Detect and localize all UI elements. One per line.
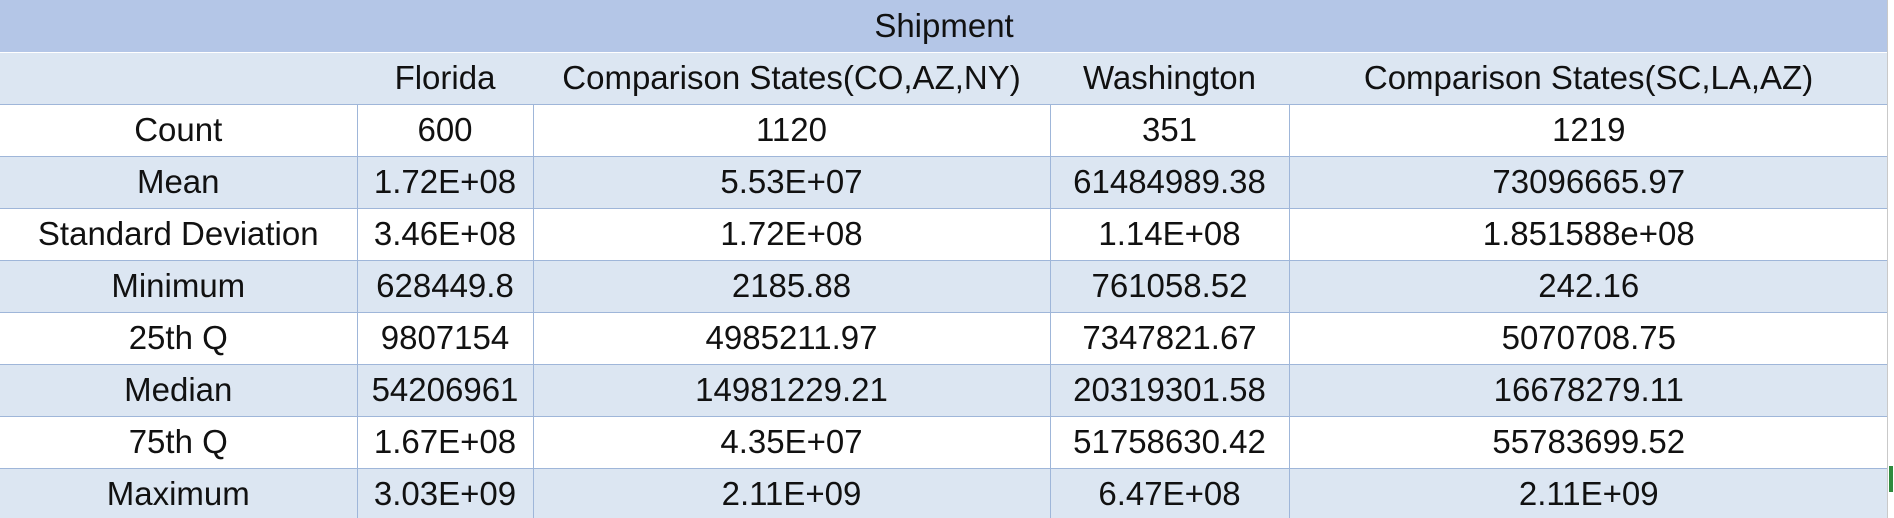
row-label-cell[interactable]: Maximum: [0, 467, 357, 518]
table-row: Mean 1.72E+08 5.53E+07 61484989.38 73096665.…: [0, 155, 1889, 209]
value-cell[interactable]: 73096665.97: [1288, 155, 1889, 209]
table-row: 75th Q 1.67E+08 4.35E+07 51758630.42 5578369…: [0, 415, 1889, 469]
value-cell[interactable]: 351: [1049, 103, 1289, 157]
row-label-cell[interactable]: Minimum: [0, 259, 357, 313]
value-cell[interactable]: 1.72E+08: [356, 155, 533, 209]
table-row: Count 600 1120 351 1219: [0, 103, 1889, 157]
value-cell[interactable]: 61484989.38: [1049, 155, 1289, 209]
scroll-marker: [1889, 466, 1893, 492]
value-cell[interactable]: 242.16: [1288, 259, 1889, 313]
value-cell[interactable]: 2.11E+09: [1288, 467, 1889, 518]
column-header[interactable]: Comparison States(SC,LA,AZ): [1289, 52, 1889, 105]
row-label-cell[interactable]: Standard Deviation: [0, 207, 357, 261]
table-row: Median 54206961 14981229.21 20319301.58 1667…: [0, 363, 1889, 417]
value-cell[interactable]: 55783699.52: [1288, 415, 1889, 469]
row-label-cell[interactable]: Median: [0, 363, 357, 417]
value-cell[interactable]: 5.53E+07: [532, 155, 1050, 209]
value-cell[interactable]: 2185.88: [532, 259, 1050, 313]
column-header[interactable]: [0, 52, 357, 105]
column-header[interactable]: Comparison States(CO,AZ,NY): [533, 52, 1050, 105]
value-cell[interactable]: 600: [356, 103, 533, 157]
value-cell[interactable]: 16678279.11: [1288, 363, 1889, 417]
value-cell[interactable]: 5070708.75: [1288, 311, 1889, 365]
value-cell[interactable]: 14981229.21: [532, 363, 1050, 417]
value-cell[interactable]: 4985211.97: [532, 311, 1050, 365]
table-row: Minimum 628449.8 2185.88 761058.52 242.16: [0, 259, 1889, 313]
value-cell[interactable]: 1.67E+08: [356, 415, 533, 469]
table-row: Maximum 3.03E+09 2.11E+09 6.47E+08 2.11E+09: [0, 467, 1889, 518]
row-label-cell[interactable]: 75th Q: [0, 415, 357, 469]
value-cell[interactable]: 3.46E+08: [356, 207, 533, 261]
value-cell[interactable]: 51758630.42: [1049, 415, 1289, 469]
value-cell[interactable]: 1.14E+08: [1049, 207, 1289, 261]
value-cell[interactable]: 7347821.67: [1049, 311, 1289, 365]
row-label-cell[interactable]: Count: [0, 103, 357, 157]
value-cell[interactable]: 1.72E+08: [532, 207, 1050, 261]
row-label-cell[interactable]: 25th Q: [0, 311, 357, 365]
value-cell[interactable]: 54206961: [356, 363, 533, 417]
value-cell[interactable]: 1219: [1288, 103, 1889, 157]
value-cell[interactable]: 628449.8: [356, 259, 533, 313]
title-row: Shipment: [0, 0, 1889, 53]
column-header[interactable]: Washington: [1050, 52, 1289, 105]
table-title[interactable]: Shipment: [0, 0, 1889, 53]
value-cell[interactable]: 6.47E+08: [1049, 467, 1289, 518]
table-row: 25th Q 9807154 4985211.97 7347821.67 5070708…: [0, 311, 1889, 365]
value-cell[interactable]: 3.03E+09: [356, 467, 533, 518]
value-cell[interactable]: 20319301.58: [1049, 363, 1289, 417]
header-row: Florida Comparison States(CO,AZ,NY) Wash…: [0, 52, 1889, 105]
value-cell[interactable]: 1120: [532, 103, 1050, 157]
table-body: Count 600 1120 351 1219 Mean 1.72E+08 5.53E+07 6…: [0, 103, 1889, 518]
value-cell[interactable]: 9807154: [356, 311, 533, 365]
table-row: Standard Deviation 3.46E+08 1.72E+08 1.14E+…: [0, 207, 1889, 261]
value-cell[interactable]: 1.851588e+08: [1288, 207, 1889, 261]
column-header[interactable]: Florida: [357, 52, 533, 105]
row-label-cell[interactable]: Mean: [0, 155, 357, 209]
value-cell[interactable]: 2.11E+09: [532, 467, 1050, 518]
value-cell[interactable]: 4.35E+07: [532, 415, 1050, 469]
scrollbar-edge[interactable]: [1887, 0, 1894, 518]
value-cell[interactable]: 761058.52: [1049, 259, 1289, 313]
